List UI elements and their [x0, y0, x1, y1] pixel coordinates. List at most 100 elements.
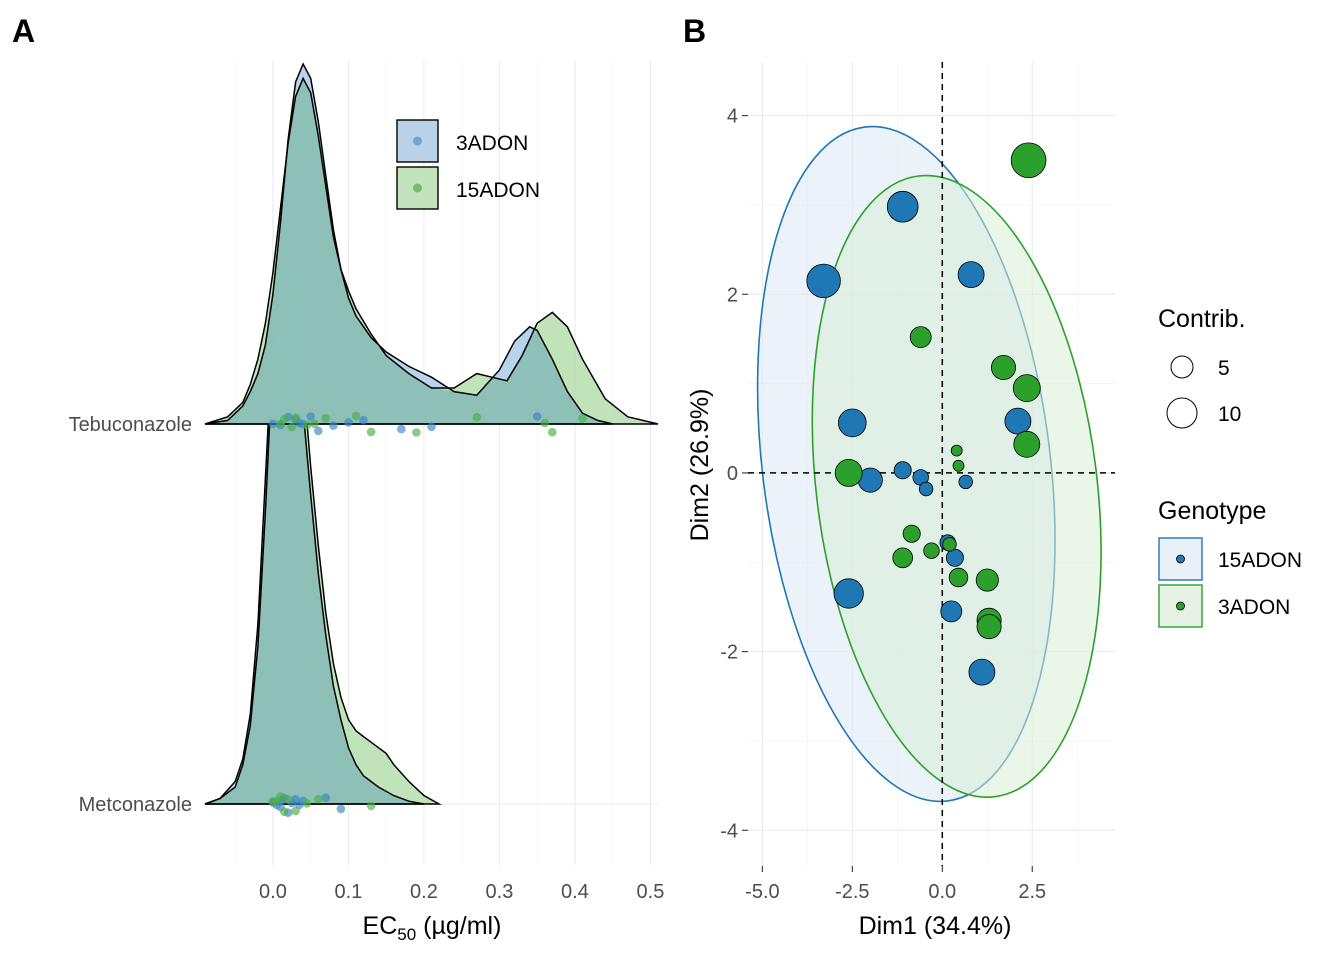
a-x-tick: 0.1 [335, 881, 363, 903]
b-point-3adon [976, 614, 1002, 640]
b-point-15adon [940, 600, 963, 623]
a-ridge-overlap-tebuconazole [205, 78, 658, 425]
b-point-3adon [902, 524, 921, 543]
b-point-3adon [952, 459, 965, 472]
a-x-tick: 0.4 [561, 881, 589, 903]
a-x-tick: 0.2 [410, 881, 438, 903]
legend-title-contrib: Contrib. [1158, 305, 1246, 333]
b-point-15adon [957, 261, 985, 289]
a-point [276, 792, 285, 801]
a-ridge-outline-15ADON-metconazole [204, 251, 442, 805]
b-x-tick: 2.5 [1018, 881, 1046, 903]
b-point-3adon [1012, 374, 1041, 403]
legend-dot-3adon-b [1176, 601, 1185, 611]
a-point [397, 424, 406, 434]
a-point [540, 418, 550, 428]
legend-label-15adon: 15ADON [456, 179, 540, 202]
panel-a-label: A [12, 13, 35, 49]
b-y-tick: 4 [727, 106, 738, 128]
legend-title-genotype: Genotype [1158, 497, 1266, 525]
a-point [329, 421, 338, 430]
a-ridge-outline-3ADON-metconazole [204, 239, 425, 805]
a-point [321, 793, 331, 803]
a-ridge-outline-15ADON-tebuconazole [204, 76, 659, 425]
b-y-tick: 0 [727, 463, 738, 485]
b-y-tick: 2 [727, 284, 738, 306]
b-ellipse-3adon [811, 174, 1102, 798]
b-point-3adon [942, 537, 957, 552]
a-point [268, 419, 278, 429]
legend-label-3adon-b: 3ADON [1218, 596, 1290, 619]
b-point-3adon [923, 542, 940, 559]
legend-size-label-10: 10 [1218, 403, 1241, 426]
legend-label-15adon-b: 15ADON [1218, 549, 1302, 572]
a-ridge-overlap-metconazole [205, 258, 440, 804]
b-point-3adon [892, 547, 913, 569]
a-point [302, 420, 312, 430]
a-x-axis-title: EC50 (µg/ml) [363, 912, 502, 944]
b-point-15adon [918, 481, 934, 497]
b-x-tick: -5.0 [745, 881, 779, 903]
a-point [287, 422, 297, 432]
b-point-3adon [834, 458, 863, 487]
b-axis-ticks: -5.0 -2.5 0.0 2.5 4 2 0 -2 -4 [720, 106, 1046, 903]
b-x-tick: 0.0 [928, 881, 956, 903]
b-point-3adon [991, 354, 1017, 380]
pca-panel: -5.0 -2.5 0.0 2.5 4 2 0 -2 -4 Dim1 (34.4%) Dim2 … [686, 62, 1302, 940]
b-y-tick: -4 [720, 820, 738, 842]
a-point [314, 426, 323, 436]
b-point-3adon [909, 326, 932, 349]
a-point [291, 806, 300, 816]
a-ridge-outline-3ADON-tebuconazole [204, 62, 613, 425]
a-point [302, 799, 312, 808]
a-point [280, 414, 289, 424]
a-point [578, 414, 587, 423]
b-legend: Contrib. 5 10 Genotype 15ADON 3ADON [1158, 305, 1302, 628]
b-x-axis-title: Dim1 (34.4%) [859, 912, 1012, 940]
legend-size-10 [1166, 397, 1198, 429]
b-point-15adon [806, 263, 841, 299]
legend-point-3adon [413, 136, 422, 146]
a-point [366, 801, 376, 811]
a-category-label: Metconazole [79, 794, 192, 816]
b-point-15adon [1004, 407, 1032, 435]
a-category-labels: Tebuconazole Metconazole [69, 414, 192, 816]
a-point [310, 419, 319, 429]
b-point-15adon [893, 461, 912, 480]
b-individual-points [806, 142, 1047, 686]
a-point [351, 411, 361, 421]
b-point-3adon [1013, 430, 1041, 458]
a-x-tick: 0.3 [486, 881, 514, 903]
panel-b-label: B [683, 13, 706, 49]
a-point [344, 418, 353, 427]
a-point [412, 428, 421, 437]
a-point [359, 415, 368, 425]
a-point [548, 427, 557, 437]
b-x-tick: -2.5 [835, 881, 869, 903]
a-point [280, 807, 289, 816]
b-point-3adon [1010, 142, 1047, 179]
a-point [427, 422, 436, 432]
b-point-15adon [945, 548, 964, 567]
a-point [314, 794, 323, 804]
b-point-15adon [958, 474, 973, 490]
b-point-15adon [886, 190, 919, 223]
a-point [283, 795, 293, 804]
a-category-label: Tebuconazole [69, 414, 192, 436]
b-reference-lines [748, 62, 1115, 866]
b-confidence-ellipses [756, 125, 1102, 803]
a-point [306, 412, 316, 421]
b-y-axis-title: Dim2 (26.9%) [686, 389, 714, 542]
a-x-tick: 0.5 [637, 881, 665, 903]
a-jitter-points [268, 411, 587, 817]
a-point [321, 413, 331, 423]
b-point-3adon [948, 567, 969, 588]
a-x-tick-labels: 0.0 0.1 0.2 0.3 0.4 0.5 [259, 881, 664, 903]
legend-dot-15adon-b [1176, 554, 1185, 564]
a-point [472, 412, 482, 422]
a-point [291, 413, 300, 423]
a-point [336, 804, 346, 814]
b-point-15adon [968, 658, 996, 686]
